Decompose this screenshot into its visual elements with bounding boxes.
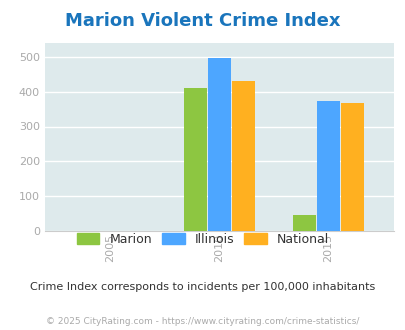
Bar [207,58,230,231]
Text: Marion Violent Crime Index: Marion Violent Crime Index [65,12,340,30]
Text: Crime Index corresponds to incidents per 100,000 inhabitants: Crime Index corresponds to incidents per… [30,282,375,292]
Bar [292,215,315,231]
Bar [316,101,339,231]
Legend: Marion, Illinois, National: Marion, Illinois, National [72,228,333,251]
Bar [183,88,206,231]
Bar [231,81,254,231]
Bar [340,103,363,231]
Text: © 2025 CityRating.com - https://www.cityrating.com/crime-statistics/: © 2025 CityRating.com - https://www.city… [46,317,359,326]
